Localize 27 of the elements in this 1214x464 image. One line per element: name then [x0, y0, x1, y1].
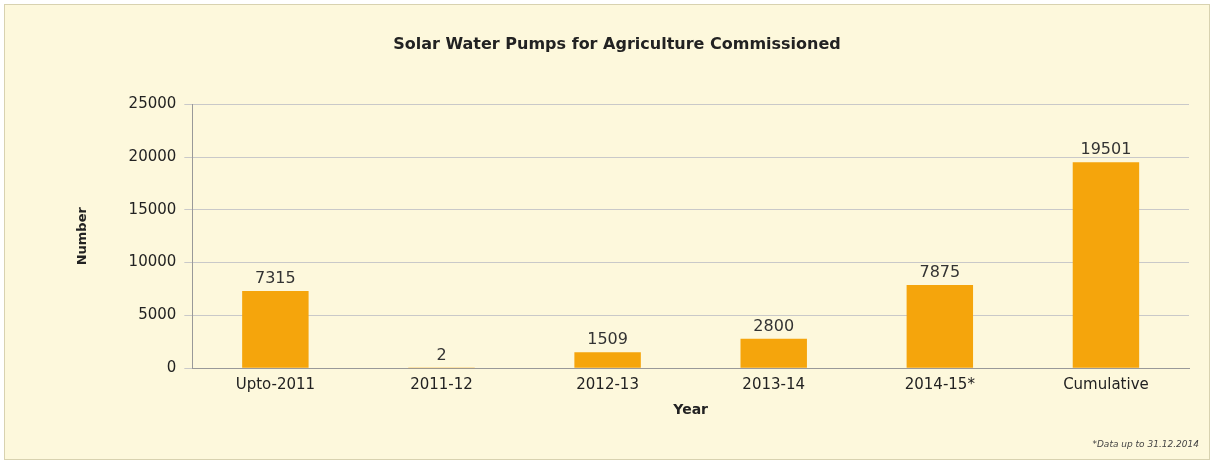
data-label: 2800	[753, 315, 795, 335]
x-tick-label: 2011-12	[410, 375, 473, 394]
bar	[242, 290, 309, 368]
x-tick-label: Cumulative	[1063, 375, 1149, 394]
y-tick-label: 20000	[128, 146, 177, 165]
x-tick-label: 2012-13	[576, 375, 639, 394]
text: *Data up to 31.12.2014	[1092, 438, 1200, 449]
data-label: 7315	[255, 268, 296, 288]
y-tick-label: 10000	[128, 252, 177, 271]
data-label: 7875	[919, 262, 961, 282]
data-label: 1509	[587, 329, 628, 349]
x-tick-label: 2014-15*	[904, 375, 976, 394]
data-label: 19501	[1080, 139, 1132, 159]
bar	[574, 352, 641, 368]
chart-title: Solar Water Pumps for Agriculture Commissioned	[393, 33, 841, 53]
y-axis-title: Number	[74, 206, 90, 266]
bar	[1072, 162, 1140, 368]
y-tick-label: 0	[166, 358, 177, 377]
x-axis-title: Year	[672, 401, 709, 418]
y-tick-label: 25000	[128, 94, 177, 113]
y-tick-label: 5000	[138, 305, 177, 324]
x-tick-label: 2013-14	[742, 375, 806, 394]
data-label: 2	[436, 345, 447, 365]
x-tick-label: Upto-2011	[235, 375, 316, 394]
bar	[906, 285, 974, 368]
bar	[740, 338, 807, 368]
y-tick-label: 15000	[128, 199, 177, 218]
